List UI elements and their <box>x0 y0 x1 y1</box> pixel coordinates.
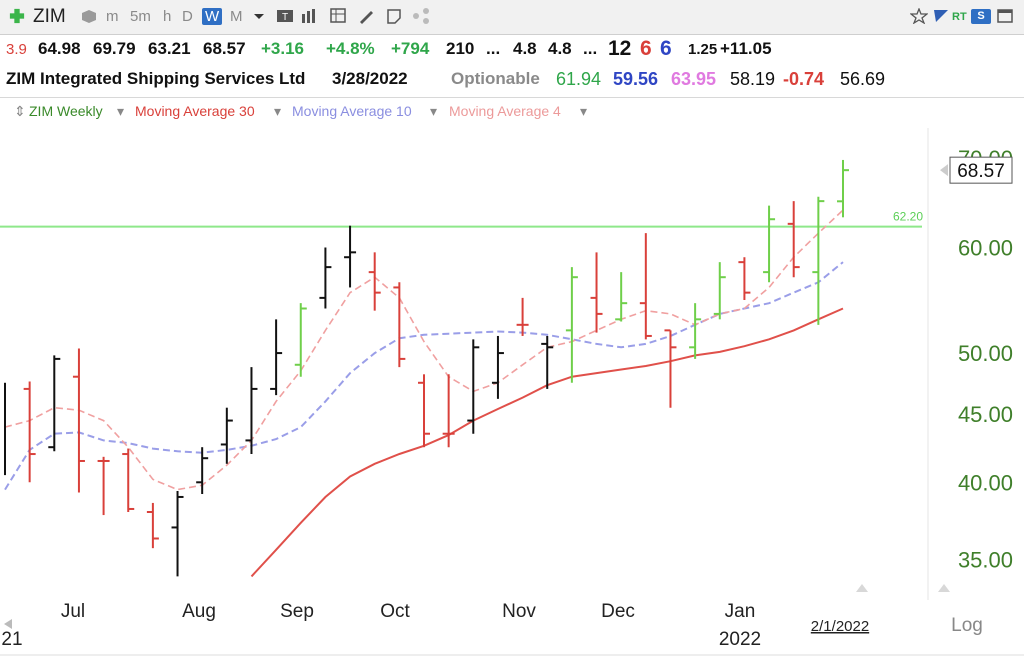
pen-icon[interactable] <box>357 8 375 24</box>
x-axis-label: Nov <box>502 601 536 622</box>
quote-partial: 3.9 <box>6 41 27 58</box>
x-axis-label: 2022 <box>719 629 761 650</box>
quote-date: 3/28/2022 <box>332 69 408 88</box>
y-axis-label: 45.00 <box>958 402 1013 427</box>
company-name: ZIM Integrated Shipping Services Ltd <box>6 69 306 88</box>
quote-field-7: 1.25 <box>688 41 718 58</box>
quote-field-8: +11.05 <box>720 39 772 58</box>
quote-field-6: 6 <box>660 37 672 60</box>
quote-low: 63.21 <box>148 39 191 58</box>
interval-mo[interactable]: M <box>230 8 243 25</box>
info-value-6: 56.69 <box>840 69 886 89</box>
star-icon[interactable] <box>910 8 928 24</box>
chevron-down-icon[interactable]: ▾ <box>580 103 588 119</box>
quote-high: 69.79 <box>93 39 136 58</box>
ma4-line <box>4 209 844 491</box>
interval-5m[interactable]: 5m <box>130 8 151 25</box>
window-icon[interactable] <box>996 8 1014 24</box>
scroll-up-icon <box>856 584 868 592</box>
symbol-label[interactable]: ZIM <box>33 6 66 27</box>
x-axis-label-start: 21 <box>1 629 22 650</box>
x-axis-label: Oct <box>380 601 410 622</box>
info-value-1: 61.94 <box>556 69 602 89</box>
interval-d[interactable]: D <box>182 8 193 25</box>
text-icon[interactable]: T <box>276 8 294 24</box>
y-axis-label: 40.00 <box>958 470 1013 495</box>
chevron-down-icon[interactable]: ▾ <box>274 103 282 119</box>
x-axis-label: Sep <box>280 601 314 622</box>
bars-icon[interactable] <box>300 8 318 24</box>
x-axis-label: Aug <box>182 601 216 622</box>
price-marker-icon <box>940 164 948 177</box>
drag-handle-icon[interactable]: ⇕ <box>14 103 26 119</box>
quote-field-3: 4.8 <box>548 39 572 58</box>
legend-ma10[interactable]: Moving Average 10 <box>292 103 412 119</box>
cube-icon[interactable] <box>80 8 98 24</box>
info-value-4: 58.19 <box>730 69 776 89</box>
interval-h[interactable]: h <box>163 8 172 25</box>
log-scale-toggle: Log <box>951 615 983 636</box>
price-label: 68.57 <box>957 161 1005 182</box>
y-axis-label: 35.00 <box>958 548 1013 573</box>
y-axis-label: 60.00 <box>958 235 1013 260</box>
note-icon[interactable] <box>385 8 403 24</box>
s-icon[interactable]: S <box>971 9 991 24</box>
scale-up-icon <box>938 584 950 592</box>
quote-volume-change: +794 <box>391 39 430 58</box>
horizontal-line-label: 62.20 <box>893 210 923 224</box>
x-axis-label: Jul <box>61 601 85 622</box>
divider <box>0 97 1024 98</box>
legend-zim-weekly[interactable]: ZIM Weekly <box>29 103 103 119</box>
rt-icon[interactable]: RT <box>952 11 967 23</box>
x-axis-label: Dec <box>601 601 635 622</box>
quote-dots-1: ... <box>486 39 501 58</box>
chevron-down-icon[interactable]: ▾ <box>117 103 125 119</box>
info-value-5: -0.74 <box>783 69 825 89</box>
chart-background <box>0 97 1024 657</box>
share-icon[interactable] <box>412 8 430 24</box>
info-value-2: 59.56 <box>613 69 659 89</box>
interval-m[interactable]: m <box>106 8 119 25</box>
quote-field-2: 4.8 <box>513 39 537 58</box>
quote-field-4: 12 <box>608 37 632 60</box>
date-label: 2/1/2022 <box>811 618 869 635</box>
legend-ma30[interactable]: Moving Average 30 <box>135 103 255 119</box>
svg-text:T: T <box>282 12 288 23</box>
legend-ma4[interactable]: Moving Average 4 <box>449 103 561 119</box>
price-label-box <box>949 156 1013 184</box>
legend: ⇕ ZIM Weekly ▾ Moving Average 30 ▾ Movin… <box>0 103 1024 125</box>
quote-change-pct: +4.8% <box>326 39 375 58</box>
scroll-left-icon <box>4 619 12 629</box>
quote-field-1: 210 <box>446 39 475 58</box>
optionable-label: Optionable <box>451 69 540 88</box>
toolbar: ZIM m 5m h D W M T RT S <box>0 0 1024 35</box>
quote-open: 64.98 <box>38 39 81 58</box>
quote-change: +3.16 <box>261 39 305 58</box>
y-axis-label: 50.00 <box>958 341 1013 366</box>
quote-close: 68.57 <box>203 39 246 58</box>
interval-w[interactable]: W <box>202 8 223 25</box>
chevron-down-icon[interactable]: ▾ <box>430 103 438 119</box>
x-axis-label: Jan <box>725 601 756 622</box>
info-value-3: 63.95 <box>671 69 717 89</box>
chevron-down-icon[interactable] <box>250 8 268 24</box>
quote-field-5: 6 <box>640 37 652 60</box>
quote-dots-2: ... <box>583 39 598 58</box>
grid-icon[interactable] <box>330 8 348 24</box>
add-icon[interactable] <box>8 8 26 24</box>
flag-icon[interactable] <box>932 8 950 24</box>
